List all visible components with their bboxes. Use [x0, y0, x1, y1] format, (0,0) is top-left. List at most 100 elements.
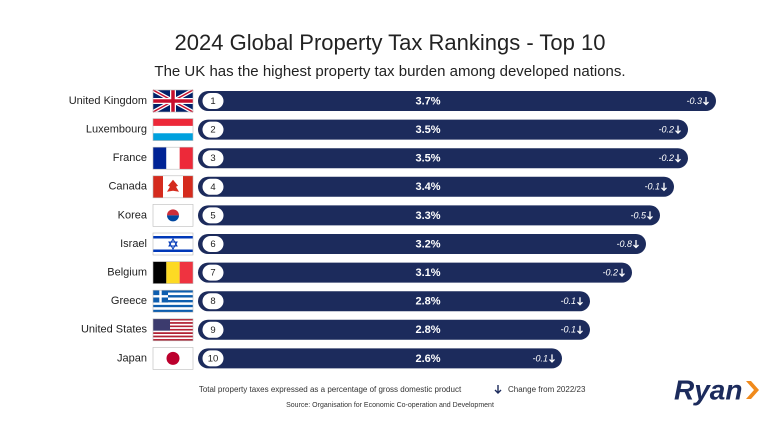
value-label: 3.5%: [415, 153, 440, 165]
change-label: -0.2: [602, 267, 618, 277]
flag: [153, 295, 193, 298]
rank-label: 3: [210, 153, 215, 164]
flag: [153, 118, 193, 126]
rank-badge: [201, 292, 225, 311]
category-label: Luxembourg: [86, 124, 147, 136]
rank-badge: [201, 320, 225, 339]
flag: [152, 289, 194, 313]
value-label: 2.8%: [415, 324, 440, 336]
rank-badge: [201, 92, 225, 110]
rank-label: 10: [208, 353, 219, 364]
flag: [152, 146, 194, 170]
flag: [153, 175, 163, 198]
flag-border: [152, 347, 194, 370]
bar: [198, 262, 632, 283]
source: Source: Organisation for Economic Co-ope…: [286, 402, 494, 409]
flag: [152, 232, 194, 256]
logo: Ryan: [674, 374, 742, 405]
flag: [153, 147, 167, 170]
rank-label: 7: [210, 268, 215, 279]
flag: [153, 334, 193, 336]
rank-badge: [201, 149, 225, 168]
rank-badge: [201, 120, 225, 139]
change-label: -0.8: [616, 239, 632, 249]
flag: [183, 175, 193, 198]
flag-border: [152, 261, 194, 284]
bar: [198, 176, 674, 197]
flag-border: [152, 232, 194, 256]
change-label: -0.1: [560, 325, 576, 335]
flag-border: [152, 318, 194, 342]
flag: [167, 215, 179, 222]
value-label: 3.2%: [415, 238, 440, 250]
rank-badge: [201, 177, 225, 196]
change-label: -0.5: [630, 210, 647, 220]
change-arrow: [675, 125, 681, 135]
flag: [153, 133, 193, 141]
change-arrow: [577, 325, 583, 335]
category-label: Korea: [118, 209, 148, 221]
rank-label: 8: [210, 296, 215, 307]
rank-label: 4: [210, 182, 215, 193]
flag: [152, 318, 194, 342]
change-label: -0.1: [532, 353, 548, 363]
flag: [153, 292, 193, 296]
value-label: 3.3%: [415, 210, 440, 222]
flag: [153, 328, 193, 331]
category-label: Belgium: [107, 267, 147, 279]
flag: [152, 204, 194, 227]
change-arrow: [549, 354, 555, 363]
value-label: 3.5%: [415, 124, 440, 136]
flag: [153, 290, 193, 293]
flag: [153, 325, 193, 328]
flag: [166, 147, 180, 170]
flag: [152, 118, 194, 141]
flag: [153, 297, 193, 300]
rank-label: 5: [210, 210, 215, 221]
flag: [153, 337, 193, 340]
chart-subtitle: The UK has the highest property tax burd…: [154, 63, 625, 80]
category-label: Greece: [111, 295, 147, 307]
category-label: France: [113, 152, 147, 164]
category-label: United Kingdom: [69, 95, 147, 107]
bar: [198, 348, 562, 369]
category-label: Israel: [120, 238, 147, 250]
flag: [153, 307, 193, 310]
flag: [153, 339, 193, 341]
flag: [153, 309, 193, 313]
change-label: -0.1: [644, 182, 660, 192]
logo-mark: [746, 381, 759, 399]
change-arrow: [619, 268, 625, 278]
flag: [167, 209, 179, 216]
flag: [153, 90, 193, 112]
value-label: 2.6%: [415, 353, 440, 365]
change-legend: Change from 2022/23: [508, 385, 586, 394]
bar: [198, 148, 688, 169]
rank-badge: [201, 349, 225, 368]
change-label: -0.2: [658, 153, 674, 163]
flag-border: [152, 204, 194, 227]
value-label: 3.4%: [415, 181, 440, 193]
flag: [152, 347, 194, 370]
legend-arrow: [494, 385, 502, 394]
flag: [153, 261, 167, 284]
change-arrow: [647, 211, 653, 220]
bar: [198, 91, 716, 111]
flag: [153, 290, 168, 303]
flag-border: [152, 118, 194, 141]
flag: [152, 88, 194, 114]
change-arrow: [577, 297, 583, 306]
flag: [153, 304, 193, 308]
chart-title: 2024 Global Property Tax Rankings - Top …: [175, 30, 606, 55]
change-arrow: [633, 240, 639, 249]
flag: [152, 261, 194, 284]
change-label: -0.1: [560, 296, 576, 306]
flag: [167, 179, 179, 195]
change-label: -0.3: [686, 96, 702, 106]
flag: [153, 332, 193, 335]
rank-label: 2: [210, 125, 215, 136]
bar: [198, 119, 688, 140]
flag: [168, 237, 178, 251]
flag: [153, 320, 193, 323]
